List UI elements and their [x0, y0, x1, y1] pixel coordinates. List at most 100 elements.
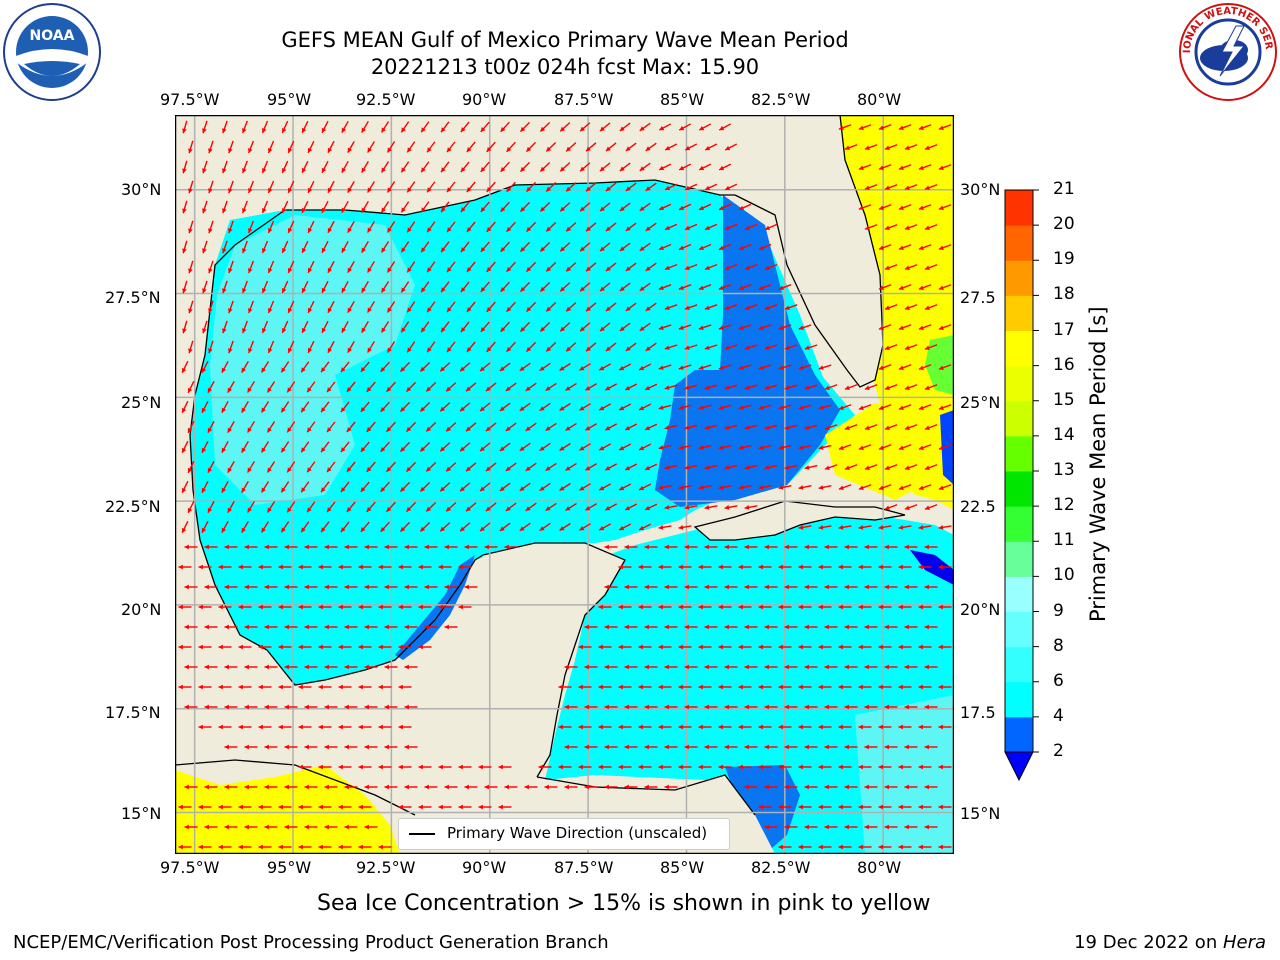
wave-arrow-head: [784, 744, 789, 750]
wave-arrow-head: [638, 764, 643, 770]
wave-arrow-head: [307, 507, 312, 513]
wave-arrow-head: [784, 624, 789, 630]
wave-arrow-head: [318, 724, 323, 730]
wave-arrow-head: [420, 486, 426, 492]
wave-arrow-head: [884, 265, 890, 270]
wave-arrow-head: [287, 347, 293, 353]
wave-arrow-head: [579, 446, 585, 451]
wave-arrow-head: [261, 407, 266, 413]
wave-arrow-head: [228, 308, 233, 314]
wave-arrow-head: [446, 386, 452, 392]
wave-arrow-head: [242, 168, 247, 174]
wave-arrow-head: [398, 724, 403, 730]
wave-arrow-head: [499, 406, 505, 411]
wave-arrow-head: [599, 525, 605, 531]
wave-arrow-head: [188, 148, 193, 154]
wave-arrow-head: [625, 385, 631, 391]
wave-arrow-head: [884, 784, 889, 790]
wave-arrow-head: [184, 824, 189, 830]
wave-arrow-head: [480, 167, 486, 172]
wave-arrow-head: [639, 206, 645, 211]
wave-arrow-head: [378, 844, 383, 850]
wave-arrow-head: [586, 266, 591, 272]
wave-arrow-head: [778, 604, 783, 610]
wave-arrow-head: [520, 126, 526, 132]
wave-arrow-head: [479, 366, 485, 372]
wave-arrow-head: [898, 405, 904, 410]
wave-arrow-head: [204, 784, 209, 790]
wave-arrow-head: [844, 385, 850, 390]
wave-arrow-head: [460, 167, 466, 173]
wave-arrow-head: [704, 624, 709, 630]
wave-arrow-head: [485, 426, 491, 432]
wave-arrow-head: [441, 127, 446, 133]
wave-arrow-head: [301, 367, 306, 373]
lat-label-left: 22.5°N: [105, 497, 161, 516]
wave-arrow-head: [378, 604, 383, 610]
wave-arrow-head: [546, 146, 552, 152]
wave-arrow-head: [321, 207, 327, 213]
wave-arrow-head: [298, 564, 303, 570]
wave-arrow-head: [658, 405, 664, 410]
wave-arrow-head: [424, 784, 429, 790]
wave-arrow-head: [358, 844, 363, 850]
wave-arrow-head: [367, 147, 372, 153]
wave-arrow-head: [764, 624, 769, 630]
wave-arrow-head: [361, 287, 366, 293]
wave-arrow-head: [898, 564, 903, 570]
wave-arrow-head: [864, 225, 870, 230]
wave-arrow-head: [366, 507, 372, 512]
wave-arrow-head: [284, 664, 289, 670]
wave-arrow-head: [758, 245, 764, 251]
wave-arrow-head: [427, 307, 432, 313]
wave-arrow-head: [418, 764, 423, 770]
wave-arrow-head: [298, 644, 303, 650]
wave-arrow-head: [738, 764, 743, 770]
wave-arrow-head: [904, 664, 909, 670]
wave-arrow-head: [367, 267, 372, 273]
wave-arrow-head: [804, 744, 809, 750]
wave-arrow-head: [904, 584, 909, 590]
wave-arrow-head: [878, 405, 884, 410]
wave-arrow-head: [798, 764, 803, 770]
wave-arrow-head: [704, 345, 710, 350]
wave-arrow-head: [778, 285, 784, 290]
wave-arrow-head: [858, 125, 864, 130]
map-frame: [175, 115, 954, 854]
wave-arrow-head: [564, 784, 569, 790]
wave-arrow-head: [638, 564, 643, 570]
wave-arrow-head: [904, 624, 909, 630]
wave-arrow-head: [659, 205, 665, 211]
wave-arrow-head: [924, 784, 929, 790]
wave-arrow-head: [525, 426, 531, 431]
wave-arrow-head: [619, 286, 625, 291]
wave-arrow-head: [281, 447, 286, 453]
wave-arrow-head: [287, 267, 293, 273]
wave-arrow-head: [704, 425, 710, 430]
wave-arrow-head: [604, 784, 609, 790]
wave-arrow-head: [918, 764, 923, 770]
wave-arrow-head: [924, 465, 930, 470]
legend-line-swatch: [409, 833, 435, 835]
wave-arrow-head: [804, 584, 809, 590]
wave-arrow-head: [500, 206, 506, 212]
wave-arrow-head: [182, 128, 187, 134]
wave-arrow-head: [699, 165, 705, 171]
wave-arrow-head: [625, 425, 631, 431]
colorbar-tick-label: 10: [1053, 565, 1075, 586]
wave-arrow-head: [798, 325, 804, 330]
wave-arrow-head: [327, 147, 333, 153]
wave-arrow-head: [446, 506, 452, 512]
wave-arrow-head: [204, 704, 209, 710]
wave-arrow-head: [784, 425, 790, 430]
wave-arrow-head: [464, 784, 469, 790]
wave-arrow-head: [264, 584, 269, 590]
wave-arrow-head: [224, 544, 229, 550]
wave-arrow-head: [764, 465, 770, 470]
wave-arrow-head: [898, 764, 903, 770]
wave-arrow-head: [798, 684, 803, 690]
wave-arrow-head: [818, 524, 824, 530]
wave-arrow-head: [204, 664, 209, 670]
wave-arrow-head: [924, 824, 929, 830]
wave-arrow-head: [938, 524, 944, 530]
